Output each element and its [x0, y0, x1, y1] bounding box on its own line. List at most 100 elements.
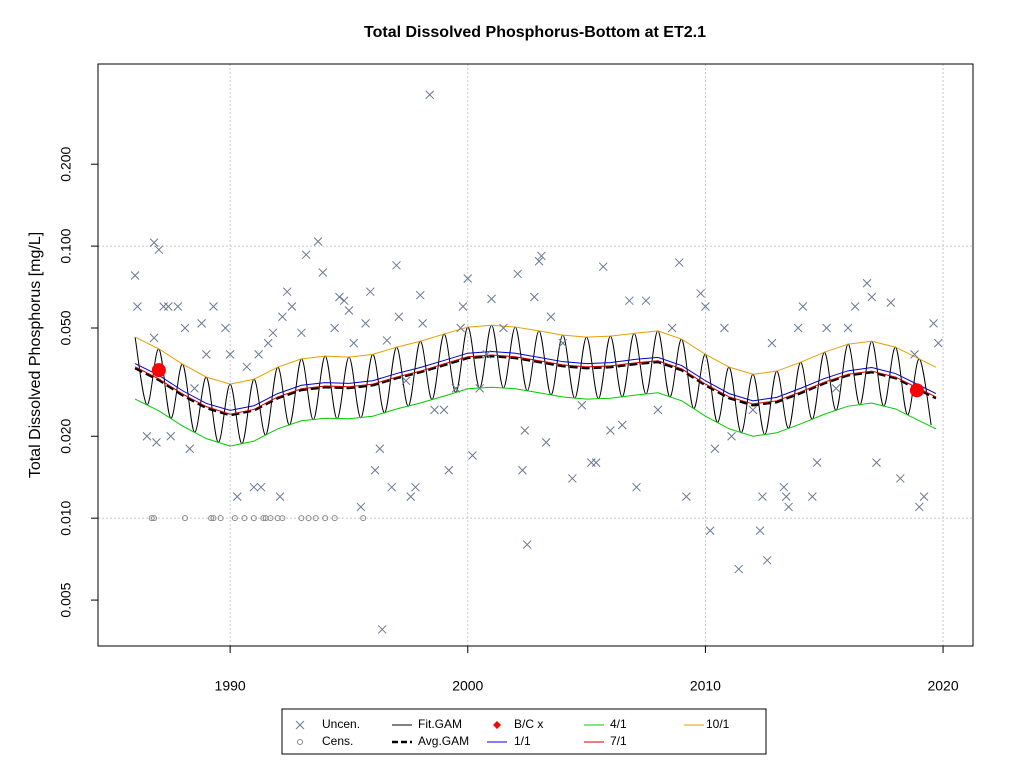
point: [701, 302, 710, 311]
point: [727, 431, 736, 441]
point: [260, 515, 267, 522]
point: [305, 515, 312, 522]
point: [541, 437, 551, 447]
point: [202, 350, 211, 359]
point: [720, 323, 729, 333]
x-tick-label: 2010: [690, 678, 721, 694]
point: [181, 515, 188, 522]
point: [468, 451, 477, 460]
point: [529, 292, 539, 302]
plot-frame: [97, 63, 974, 647]
point: [356, 502, 366, 512]
point: [217, 515, 224, 522]
point: [895, 474, 905, 483]
point: [287, 302, 297, 311]
point: [335, 292, 344, 302]
point: [748, 405, 758, 415]
point: [781, 492, 791, 501]
point: [534, 256, 544, 266]
point: [734, 564, 744, 574]
point: [209, 302, 218, 311]
point: [301, 250, 311, 260]
point: [617, 420, 627, 430]
legend-label: 10/1: [706, 717, 730, 731]
point: [933, 338, 943, 348]
point: [779, 482, 789, 492]
point: [254, 350, 263, 359]
point: [812, 458, 822, 467]
legend-symbol: [297, 739, 303, 745]
line: [134, 386, 937, 447]
point: [401, 376, 411, 386]
point: [784, 502, 793, 512]
legend-label: Avg.GAM: [418, 734, 469, 748]
point: [268, 328, 278, 338]
point: [142, 431, 152, 441]
legend: [281, 708, 767, 755]
point: [767, 338, 777, 348]
point: [482, 350, 492, 359]
point: [755, 526, 765, 535]
point: [674, 258, 684, 267]
point: [377, 625, 387, 634]
point: [577, 400, 587, 410]
point: [370, 465, 380, 475]
point: [360, 515, 367, 522]
grid: [98, 64, 973, 646]
point: [282, 287, 292, 297]
point: [558, 338, 568, 348]
x-tick-label: 2020: [927, 678, 958, 694]
point: [241, 515, 248, 522]
point: [387, 482, 397, 492]
point: [606, 426, 615, 435]
point: [843, 323, 853, 333]
point: [231, 515, 238, 522]
point: [250, 515, 257, 522]
point: [154, 245, 164, 255]
point: [180, 323, 190, 333]
point: [598, 262, 608, 272]
point: [653, 405, 663, 415]
series: [151, 363, 924, 398]
point: [225, 350, 235, 359]
legend-label: Fit.GAM: [418, 717, 462, 731]
point: [522, 540, 532, 549]
point: [641, 296, 651, 306]
point: [279, 515, 286, 522]
point: [190, 384, 199, 393]
point: [163, 302, 173, 311]
point: [418, 319, 427, 328]
point: [518, 465, 527, 475]
y-tick-label: 0.100: [58, 228, 74, 263]
legend-label: B/C x: [514, 717, 543, 731]
point: [339, 296, 349, 306]
point: [242, 362, 252, 372]
legend-entries: Uncen. Cens. Fit.GAM Avg.GAM B/C x 1/1 4/1 7/1 1…: [295, 717, 730, 748]
legend-symbol: [295, 720, 305, 730]
legend-label: Uncen.: [322, 717, 360, 731]
point: [886, 298, 896, 307]
point: [850, 302, 860, 311]
y-tick-label: 0.010: [58, 500, 74, 535]
point: [411, 482, 420, 492]
point: [862, 278, 872, 288]
point: [513, 269, 523, 279]
y-tick-label: 0.020: [58, 419, 74, 454]
y-axis-label: Total Dissolved Phosphorus [mg/L]: [27, 232, 44, 478]
point: [275, 492, 285, 501]
legend-label: 1/1: [514, 734, 531, 748]
point: [762, 555, 772, 565]
point: [349, 338, 359, 348]
point: [705, 526, 715, 535]
x-tick-label: 2000: [452, 678, 483, 694]
point: [151, 515, 158, 522]
point: [696, 289, 706, 298]
point: [297, 328, 306, 338]
point: [520, 426, 530, 435]
point: [149, 333, 159, 343]
point: [256, 482, 266, 492]
point: [929, 319, 938, 328]
point: [382, 336, 392, 345]
